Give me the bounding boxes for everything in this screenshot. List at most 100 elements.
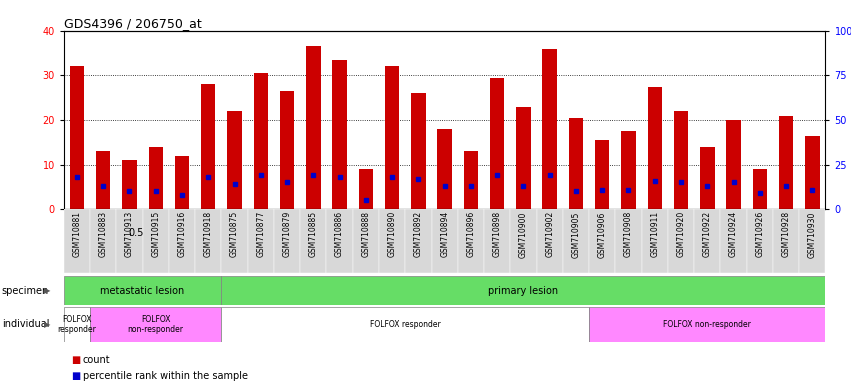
Bar [642,209,668,273]
Bar [668,209,694,273]
Text: GSM710916: GSM710916 [178,211,186,257]
Text: GSM710924: GSM710924 [729,211,738,257]
Text: GSM710883: GSM710883 [99,211,108,257]
Text: ■: ■ [71,355,80,365]
Text: GSM710928: GSM710928 [781,211,791,257]
Bar [431,209,458,273]
Bar [595,140,609,209]
Bar [589,307,825,342]
Text: GSM710915: GSM710915 [151,211,160,257]
Text: GSM710911: GSM710911 [650,211,660,257]
Bar [123,160,137,209]
Bar [227,111,242,209]
Text: specimen: specimen [2,286,49,296]
Bar [542,49,557,209]
Bar [174,156,189,209]
Text: GSM710906: GSM710906 [597,211,607,258]
Bar [674,111,688,209]
Bar [254,73,268,209]
Bar [306,46,321,209]
Bar [333,60,347,209]
Text: GSM710879: GSM710879 [283,211,292,257]
Text: GSM710930: GSM710930 [808,211,817,258]
Text: primary lesion: primary lesion [488,286,558,296]
Bar [615,209,642,273]
Bar [752,169,767,209]
Text: GSM710890: GSM710890 [387,211,397,257]
Bar [274,209,300,273]
Text: FOLFOX responder: FOLFOX responder [370,320,441,329]
Text: GSM710881: GSM710881 [72,211,82,257]
Text: metastatic lesion: metastatic lesion [100,286,185,296]
Bar [437,129,452,209]
Bar [621,131,636,209]
Bar [64,276,221,305]
Bar [90,307,221,342]
Bar [484,209,511,273]
Bar [70,66,84,209]
Bar [405,209,431,273]
Bar [511,209,537,273]
Bar [773,209,799,273]
Bar [201,84,215,209]
Bar [490,78,505,209]
Bar [799,209,825,273]
Text: FOLFOX non-responder: FOLFOX non-responder [663,320,751,329]
Text: GSM710888: GSM710888 [362,211,370,257]
Text: GSM710885: GSM710885 [309,211,317,257]
Bar [568,118,583,209]
Bar [726,120,740,209]
Text: GSM710892: GSM710892 [414,211,423,257]
Bar [64,209,90,273]
Text: 0.5: 0.5 [129,228,144,238]
Bar [64,307,90,342]
Bar [168,209,195,273]
Bar [117,209,143,273]
Bar [149,147,163,209]
Bar [385,66,399,209]
Bar [700,147,715,209]
Text: GSM710898: GSM710898 [493,211,502,257]
Text: GSM710918: GSM710918 [203,211,213,257]
Bar [358,169,373,209]
Bar [352,209,379,273]
Bar [143,209,168,273]
Text: count: count [83,355,110,365]
Text: GDS4396 / 206750_at: GDS4396 / 206750_at [64,17,202,30]
Text: FOLFOX
responder: FOLFOX responder [58,315,96,334]
Text: GSM710913: GSM710913 [125,211,134,257]
Bar [90,209,117,273]
Text: GSM710886: GSM710886 [335,211,344,257]
Bar [458,209,484,273]
Text: GSM710920: GSM710920 [677,211,686,257]
Bar [746,209,773,273]
Bar [779,116,793,209]
Text: ▶: ▶ [44,320,51,329]
Bar [221,276,825,305]
Bar [379,209,405,273]
Bar [648,86,662,209]
Bar [694,209,721,273]
Bar [563,209,589,273]
Text: ■: ■ [71,371,80,381]
Bar [517,107,531,209]
Text: GSM710926: GSM710926 [756,211,764,257]
Text: GSM710875: GSM710875 [230,211,239,257]
Text: GSM710894: GSM710894 [440,211,449,257]
Bar [221,307,589,342]
Text: GSM710902: GSM710902 [545,211,554,257]
Text: individual: individual [2,319,49,329]
Bar [589,209,615,273]
Text: GSM710908: GSM710908 [624,211,633,257]
Bar [280,91,294,209]
Text: FOLFOX
non-responder: FOLFOX non-responder [128,315,184,334]
Text: GSM710905: GSM710905 [572,211,580,258]
Bar [300,209,327,273]
Bar [805,136,820,209]
Bar [721,209,746,273]
Bar [195,209,221,273]
Bar [327,209,352,273]
Bar [96,151,111,209]
Text: GSM710896: GSM710896 [466,211,476,257]
Text: GSM710900: GSM710900 [519,211,528,258]
